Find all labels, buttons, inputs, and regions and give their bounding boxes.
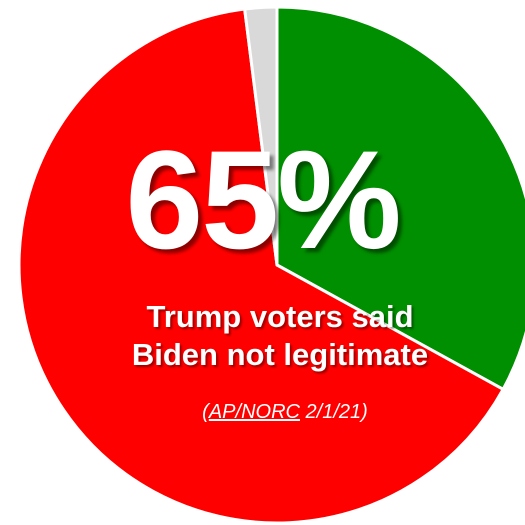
source-citation: (AP/NORC 2/1/21): [0, 400, 525, 424]
caption-line-2: Biden not legitimate: [131, 337, 429, 372]
pie-slice-1: [17, 7, 505, 525]
caption-line-1: Trump voters said: [146, 299, 414, 334]
source-close-paren: ): [361, 401, 368, 423]
pie-slices: [17, 5, 525, 525]
source-open-paren: (: [202, 401, 209, 423]
source-link[interactable]: AP/NORC: [208, 401, 300, 423]
pie-slice-0: [275, 5, 525, 391]
source-date: 2/1/21: [299, 401, 362, 423]
headline-caption: Trump voters said Biden not legitimate: [0, 298, 525, 374]
pie-slice-2: [243, 5, 279, 267]
headline-percent: 65%: [125, 121, 401, 278]
